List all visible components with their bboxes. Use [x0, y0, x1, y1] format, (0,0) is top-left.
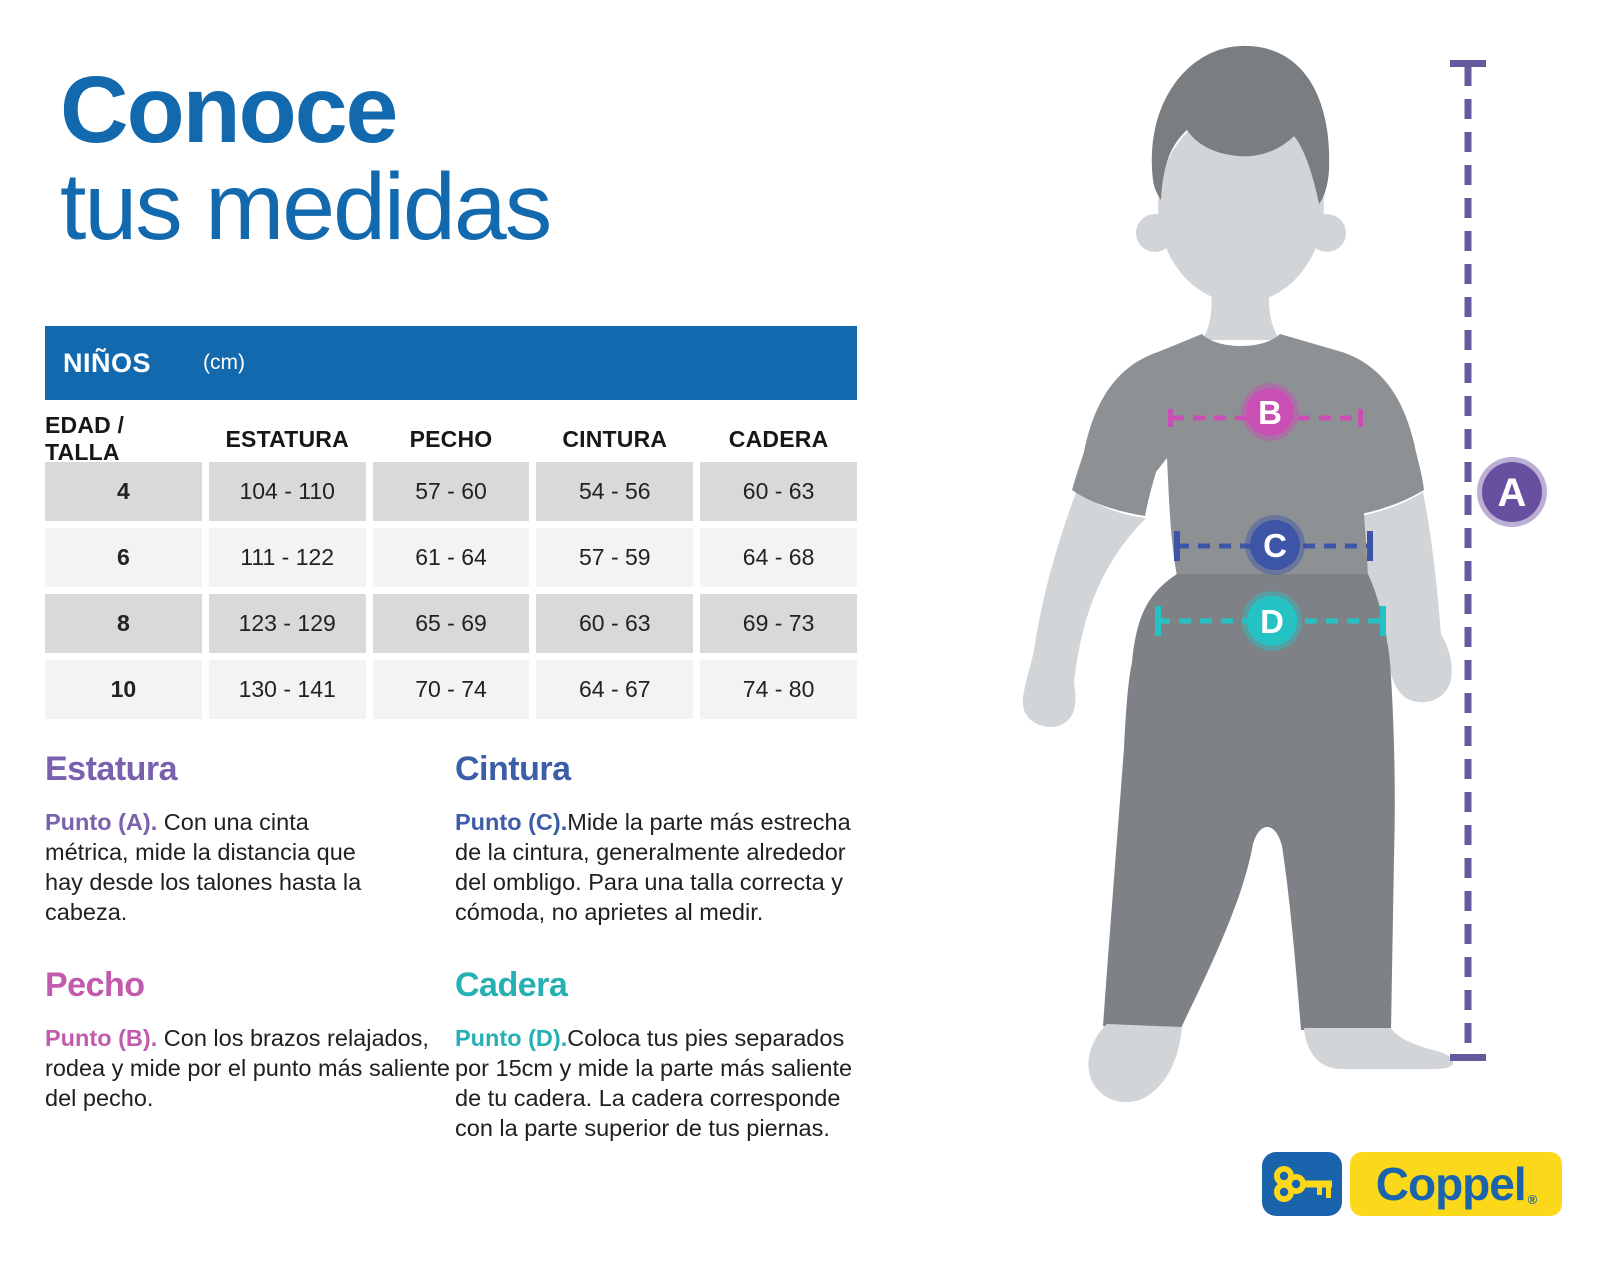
table-banner: NIÑOS (cm) — [45, 326, 857, 400]
table-cell: 54 - 56 — [536, 462, 694, 521]
marker-b-letter: B — [1258, 394, 1282, 431]
foot-right — [1304, 1028, 1454, 1069]
table-cell: 65 - 69 — [372, 594, 530, 653]
marker-d-letter: D — [1260, 603, 1284, 640]
table-header-row: EDAD / TALLA ESTATURA PECHO CINTURA CADERA — [45, 412, 857, 465]
boy-silhouette — [1022, 45, 1454, 1103]
column-header: EDAD / TALLA — [45, 412, 125, 465]
banner-label: NIÑOS — [63, 347, 152, 378]
face — [1158, 109, 1324, 303]
point-b-label: Punto (B). — [45, 1025, 164, 1051]
column-header: PECHO — [409, 425, 493, 452]
pants — [1103, 574, 1395, 1030]
table-cell: 123 - 129 — [208, 594, 366, 653]
marker-c-circle — [1250, 520, 1300, 570]
marker-b-circle — [1246, 388, 1294, 436]
marker-c-cintura: C — [1174, 515, 1373, 575]
column-header: ESTATURA — [225, 425, 349, 452]
section-cadera: Cadera Punto (D).Coloca tus pies separad… — [455, 966, 880, 1143]
banner-unit: (cm) — [203, 351, 245, 374]
marker-c-letter: C — [1263, 527, 1287, 564]
section-heading-cadera: Cadera — [455, 966, 568, 1004]
point-c-label: Punto (C). — [455, 809, 568, 835]
section-pecho: Pecho Punto (B). Con los brazos relajado… — [45, 966, 465, 1113]
table-cell: 130 - 141 — [208, 660, 366, 719]
table-cell: 6 — [45, 528, 202, 587]
foot-left — [1088, 1024, 1182, 1103]
arm-right — [1350, 492, 1452, 703]
point-a-label: Punto (A). — [45, 809, 164, 835]
tshirt — [1072, 334, 1424, 585]
registered-mark: ® — [1527, 1192, 1538, 1207]
table-body: 4 104 - 110 57 - 60 54 - 56 60 - 63 6 111 - 12… — [45, 462, 857, 719]
marker-a-circle — [1482, 462, 1542, 522]
hip-line-right-cap — [1380, 606, 1386, 636]
table-cell: 111 - 122 — [208, 528, 366, 587]
table-cell: 57 - 60 — [372, 462, 530, 521]
section-heading-pecho: Pecho — [45, 966, 145, 1004]
point-a-text: Con una cinta métrica, mide la distancia… — [45, 809, 362, 925]
coppel-key-logo — [1262, 1152, 1342, 1216]
marker-b-pecho: B — [1168, 383, 1363, 441]
body-measurement-diagram: A B C D — [1022, 45, 1547, 1103]
chest-line-left-cap — [1168, 409, 1173, 427]
table-cell: 8 — [45, 594, 202, 653]
section-paragraph: Punto (B). Con los brazos relajados, rod… — [45, 1023, 465, 1113]
table-cell: 74 - 80 — [700, 660, 857, 719]
marker-a-estatura: A — [1450, 60, 1547, 1061]
title-line1: Conoce — [60, 57, 398, 163]
section-heading-estatura: Estatura — [45, 750, 178, 788]
table-cell: 64 - 68 — [700, 528, 857, 587]
section-cintura: Cintura Punto (C).Mide la parte más estr… — [455, 750, 880, 927]
table-cell: 70 - 74 — [372, 660, 530, 719]
point-d-label: Punto (D). — [455, 1025, 568, 1051]
page-title: Conoce tus medidas — [60, 57, 552, 260]
point-c-text: Mide la parte más estrecha de la cintura… — [455, 809, 851, 925]
arm-left — [1022, 490, 1146, 727]
table-cell: 69 - 73 — [700, 594, 857, 653]
marker-d-circle — [1247, 596, 1297, 646]
key-icon — [1274, 1166, 1332, 1202]
height-line-top-cap — [1450, 60, 1486, 67]
table-cell: 60 - 63 — [700, 462, 857, 521]
point-b-text: Con los brazos relajados, rodea y mide p… — [45, 1025, 450, 1111]
height-line-bottom-cap — [1450, 1054, 1486, 1061]
column-header: CADERA — [728, 425, 829, 452]
coppel-text: Coppel — [1375, 1158, 1527, 1210]
table-cell: 64 - 67 — [536, 660, 694, 719]
table-cell: 60 - 63 — [536, 594, 694, 653]
title-line2: tus medidas — [60, 153, 552, 260]
section-estatura: Estatura Punto (A). Con una cinta métric… — [45, 750, 395, 927]
chest-line-right-cap — [1358, 409, 1363, 427]
neck — [1202, 278, 1280, 340]
marker-a-letter: A — [1498, 471, 1527, 515]
waist-line-right-cap — [1367, 531, 1373, 561]
marker-d-cadera: D — [1155, 591, 1386, 651]
table-cell: 104 - 110 — [208, 462, 366, 521]
table-cell: 57 - 59 — [536, 528, 694, 587]
table-cell: 61 - 64 — [372, 528, 530, 587]
section-heading-cintura: Cintura — [455, 750, 571, 788]
section-paragraph: Punto (C).Mide la parte más estrecha de … — [455, 807, 880, 927]
column-header: CINTURA — [562, 425, 668, 452]
table-cell: 10 — [45, 660, 202, 719]
hair — [1151, 45, 1330, 204]
table-cell: 4 — [45, 462, 202, 521]
hip-line-left-cap — [1155, 606, 1161, 636]
waist-line-left-cap — [1174, 531, 1180, 561]
section-paragraph: Punto (A). Con una cinta métrica, mide l… — [45, 807, 395, 927]
point-d-text: Coloca tus pies separados por 15cm y mid… — [455, 1025, 853, 1141]
coppel-wordmark: Coppel ® — [1350, 1152, 1562, 1216]
section-paragraph: Punto (D).Coloca tus pies separados por … — [455, 1023, 880, 1143]
